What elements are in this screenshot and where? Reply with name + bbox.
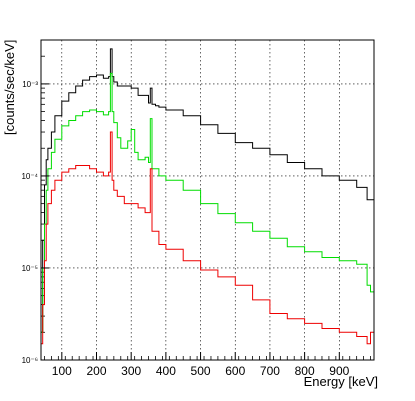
y-axis-label: [counts/sec/keV]: [2, 40, 17, 136]
x-tick-label: 500: [191, 364, 211, 378]
x-tick-label: 300: [121, 364, 141, 378]
series-line-3: [41, 131, 375, 345]
x-tick-label: 200: [86, 364, 106, 378]
x-tick-label: 400: [156, 364, 176, 378]
series-line-2: [41, 72, 375, 333]
x-tick-label: 700: [260, 364, 280, 378]
x-tick-label: 800: [295, 364, 315, 378]
x-tick-label: 900: [329, 364, 349, 378]
x-tick-label: 600: [225, 364, 245, 378]
x-axis-label: Energy [keV]: [303, 374, 378, 389]
plot-frame: [40, 39, 375, 361]
series-line-1: [41, 48, 375, 333]
y-tick-label: 10⁻⁶: [22, 356, 38, 365]
y-tick-label: 10⁻³: [22, 80, 38, 89]
x-tick-label: 100: [52, 364, 72, 378]
y-tick-label: 10⁻⁴: [21, 172, 38, 181]
y-tick-label: 10⁻⁵: [22, 264, 38, 273]
